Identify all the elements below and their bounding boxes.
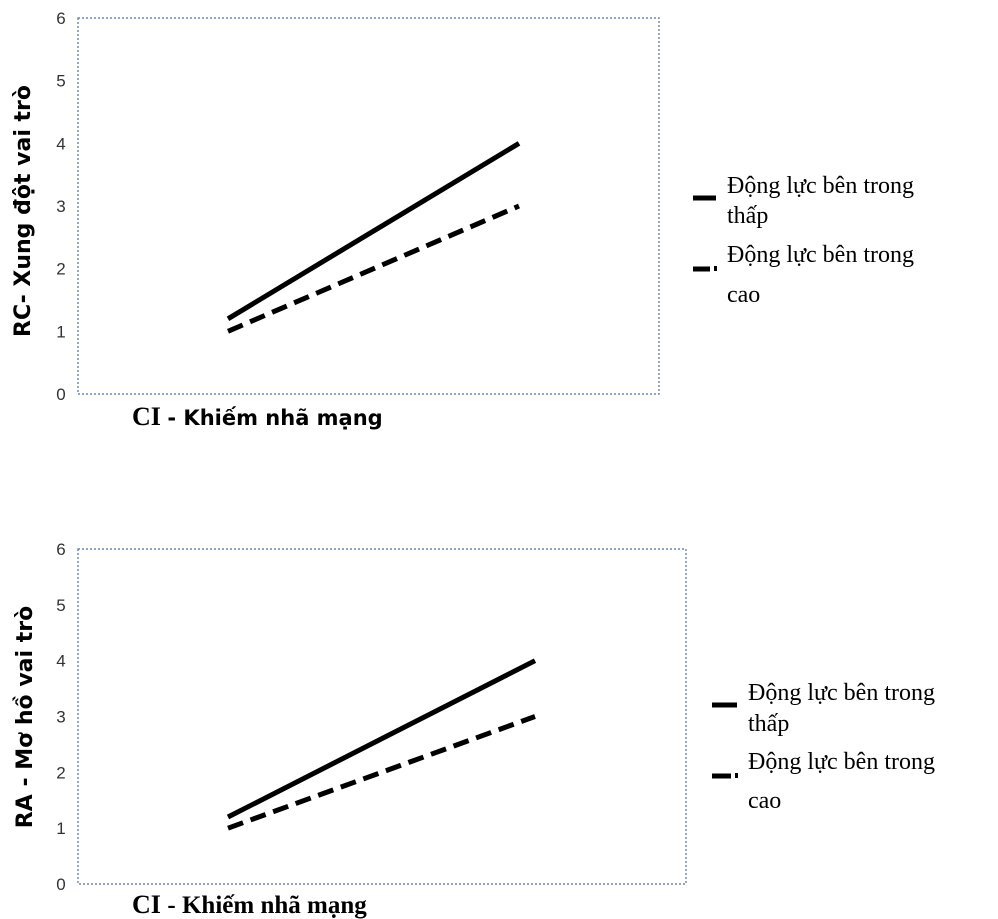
y-tick-label: 3 [56,197,65,216]
legend-label: Động lực bên trong [727,242,914,268]
chart-1: 0 1 2 3 4 5 6 RC- Xung đột vai trò CI - Khiếm nh… [11,9,914,431]
y-tick-label: 4 [56,134,65,153]
x-axis-label: CI - Khiếm nhã mạng [132,402,383,431]
legend: Động lực bên trong thấp Động lực bên trong… [712,680,935,814]
x-axis-label-prefix: CI [132,890,167,919]
y-tick-label: 2 [56,763,65,782]
legend-marker-dashed-dot [735,773,738,778]
x-axis-label-prefix: CI [132,402,167,431]
legend-label: Động lực bên trong [748,749,935,775]
series-line-low [226,141,521,321]
x-axis-label-rest: - Khiếm nhã mạng [167,406,382,430]
y-tick-label: 5 [56,596,65,615]
y-tick-label: 2 [56,260,65,279]
legend-label: thấp [727,203,768,229]
y-tick-label: 1 [56,322,65,341]
plot-area [77,548,687,885]
series-line-high [227,714,536,831]
series-line-high [227,203,520,334]
y-axis-label: RA - Mơ hồ vai trò [13,606,38,828]
y-tick-label: 3 [56,708,65,727]
y-tick-label: 1 [56,819,65,838]
legend: Động lực bên trong thấp Động lực bên trong… [693,173,914,308]
legend-label: thấp [748,711,789,737]
legend-label: cao [727,282,760,308]
y-tick-label: 6 [56,9,65,28]
x-axis-label: CI - Khiếm nhã mạng [132,890,367,919]
y-tick-label: 4 [56,652,65,671]
legend-label: cao [748,788,781,814]
legend-label: Động lực bên trong [727,173,914,199]
y-axis-label: RC- Xung đột vai trò [11,85,36,337]
y-tick-label: 5 [56,72,65,91]
legend-label: Động lực bên trong [748,680,935,706]
y-tick-label: 0 [56,385,65,404]
series-line-low [226,658,537,820]
legend-marker-dashed-dot [714,266,717,271]
chart-2: 0 1 2 3 4 5 6 RA - Mơ hồ vai trò CI - Khiếm nhã … [13,540,935,919]
plot-area [77,17,660,395]
x-axis-label-rest: - Khiếm nhã mạng [167,892,367,919]
y-tick-label: 0 [56,875,65,894]
y-tick-label: 6 [56,540,65,559]
